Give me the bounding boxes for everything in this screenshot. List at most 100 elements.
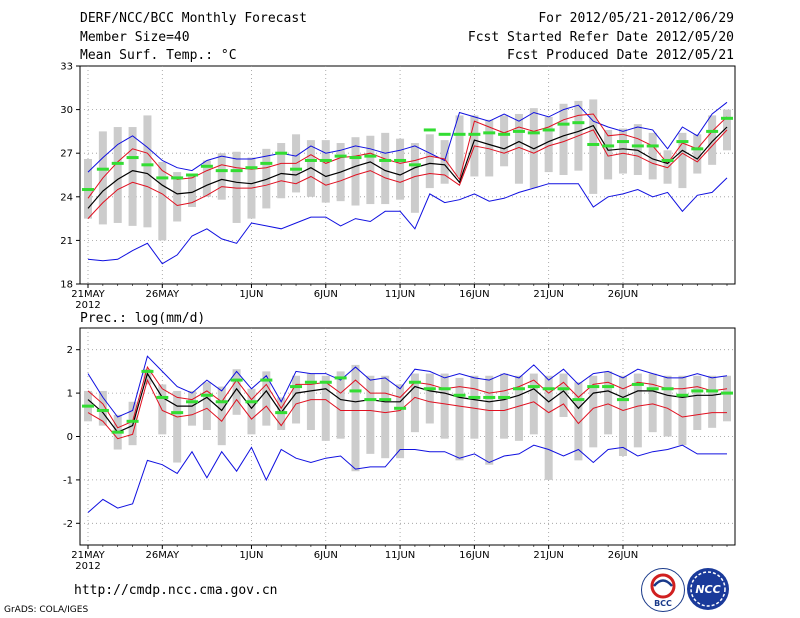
precipitation-median-marker — [215, 400, 228, 404]
precipitation-spread-box — [648, 373, 657, 433]
precipitation-spread-box — [693, 375, 702, 430]
precipitation-spread-box — [708, 375, 717, 428]
temperature-spread-box — [633, 124, 642, 175]
temperature-spread-box — [128, 127, 137, 226]
ncc-logo-text: NCC — [695, 583, 720, 596]
temperature-spread-box — [618, 128, 627, 174]
temperature-spread-box — [648, 132, 657, 180]
temperature-median-marker — [572, 121, 585, 125]
precipitation-spread-box — [559, 373, 568, 417]
precipitation-spread-box — [366, 375, 375, 454]
temperature-median-marker — [423, 128, 436, 132]
temperature-spread-box — [514, 113, 523, 184]
precipitation-median-marker — [275, 411, 288, 415]
precipitation-spread-box — [589, 375, 598, 448]
precipitation-year-label: 2012 — [75, 561, 100, 572]
precipitation-spread-box — [663, 375, 672, 437]
temperature-median-marker — [557, 122, 570, 126]
temperature-median-marker — [349, 156, 362, 160]
temperature-median-marker — [587, 142, 600, 146]
temperature-mean-line — [87, 124, 728, 209]
precipitation-ytick-label: 1 — [67, 389, 73, 400]
precipitation-spread-box — [232, 369, 241, 415]
temperature-spread-box — [262, 148, 271, 209]
temperature-spread-box — [485, 119, 494, 177]
precipitation-median-marker — [468, 395, 481, 399]
precipitation-spread-box — [247, 388, 256, 435]
temperature-xtick-label: 1JUN — [239, 289, 263, 300]
temperature-median-marker — [156, 176, 169, 180]
precipitation-ytick-label: -2 — [63, 519, 73, 530]
grads-credit: GrADS: COLA/IGES — [4, 605, 89, 615]
temperature-median-marker — [334, 154, 347, 158]
temperature-spread-box — [440, 140, 449, 184]
temperature-median-marker — [691, 147, 704, 151]
temperature-median-marker — [141, 163, 154, 167]
temperature-median-marker — [200, 164, 213, 168]
temperature-spread-box — [351, 137, 360, 206]
precipitation-spread-box — [306, 373, 315, 430]
precipitation-median-marker — [483, 395, 496, 399]
precipitation-spread-box — [98, 390, 107, 426]
precipitation-median-marker — [676, 393, 689, 397]
forecast-produced-date: Fcst Produced Date 2012/05/21 — [507, 48, 734, 63]
temperature-median-marker — [542, 128, 555, 132]
precipitation-spread-box — [410, 373, 419, 433]
forecast-started-date: Fcst Started Refer Date 2012/05/20 — [467, 30, 734, 45]
precipitation-median-marker — [290, 385, 303, 389]
temperature-spread-box — [500, 115, 509, 167]
precipitation-median-marker — [156, 395, 169, 399]
temperature-median-marker — [290, 167, 303, 171]
precipitation-ytick-label: 0 — [67, 432, 73, 443]
precipitation-spread-box — [381, 375, 390, 459]
precipitation-spread-box — [470, 375, 479, 439]
temperature-median-marker — [215, 169, 228, 173]
precipitation-spread-box — [574, 382, 583, 461]
temperature-median-marker — [111, 161, 124, 165]
temperature-lower-line — [87, 129, 728, 219]
temperature-median-marker — [468, 132, 481, 136]
temperature-median-marker — [483, 131, 496, 135]
precipitation-median-marker — [453, 393, 466, 397]
precipitation-xtick-label: 16JUN — [459, 550, 489, 561]
precipitation-median-marker — [319, 380, 332, 384]
temperature-spread-box — [321, 140, 330, 203]
precipitation-min-line — [87, 444, 727, 513]
precipitation-median-marker — [364, 398, 377, 402]
precipitation-median-marker — [557, 387, 570, 391]
temperature-median-marker — [230, 169, 243, 173]
precipitation-median-marker — [394, 406, 407, 410]
precip-label: Prec.: log(mm/d) — [80, 311, 206, 326]
precipitation-median-marker — [349, 389, 362, 393]
precipitation-spread-box — [514, 375, 523, 441]
temperature-spread-box — [202, 160, 211, 197]
precipitation-median-marker — [260, 378, 273, 382]
temperature-xtick-label: 21JUN — [533, 289, 563, 300]
temperature-spread-box — [381, 132, 390, 205]
precipitation-median-marker — [304, 380, 317, 384]
precipitation-median-marker — [721, 391, 733, 395]
precipitation-xtick-label: 21JUN — [533, 550, 563, 561]
precipitation-spread-box — [440, 373, 449, 439]
precipitation-median-marker — [230, 378, 243, 382]
precipitation-spread-box — [217, 386, 226, 446]
temperature-median-marker — [646, 144, 659, 148]
precipitation-xtick-label: 26JUN — [608, 550, 638, 561]
chart-title: DERF/NCC/BCC Monthly Forecast — [80, 11, 307, 26]
temperature-spread-box — [143, 115, 152, 228]
temperature-ytick-label: 27 — [60, 149, 73, 160]
precipitation-median-marker — [706, 389, 719, 393]
precipitation-median-marker — [691, 389, 704, 393]
temperature-median-marker — [631, 144, 644, 148]
temperature-xtick-label: 21MAY — [71, 289, 105, 300]
temperature-spread-box — [396, 138, 405, 200]
precipitation-median-marker — [82, 404, 94, 408]
temperature-spread-box — [544, 116, 553, 173]
precipitation-spread-box — [425, 373, 434, 424]
precipitation-spread-box — [723, 375, 731, 422]
bcc-logo-text: BCC — [654, 599, 672, 608]
precipitation-ytick-label: 2 — [67, 345, 73, 356]
website-url[interactable]: http://cmdp.ncc.cma.gov.cn — [74, 583, 278, 598]
precipitation-mean-line — [87, 372, 728, 433]
